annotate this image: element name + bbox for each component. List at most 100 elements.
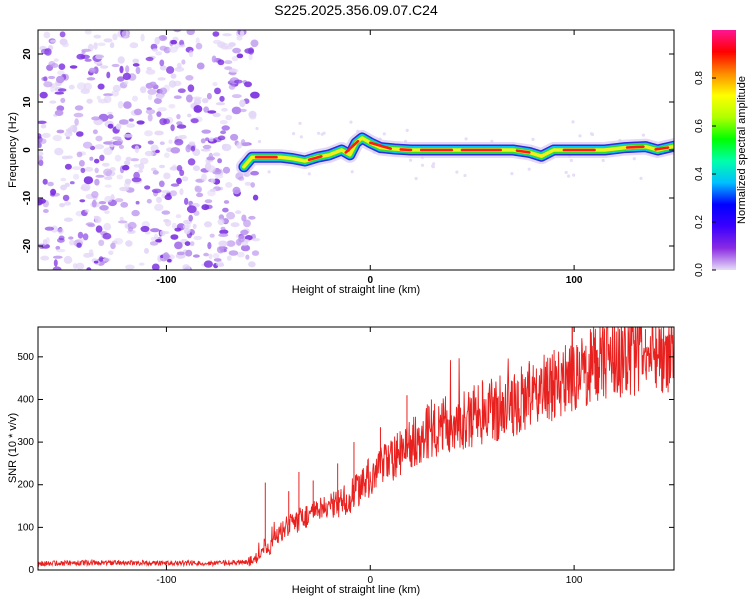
noise-blob [63,255,73,264]
x-tick-label: 0 [367,275,373,286]
noise-blob [179,169,185,176]
noise-blob [208,253,213,260]
noise-blob [206,92,212,100]
noise-blob [41,132,51,139]
noise-speck [257,139,262,144]
noise-blob [96,95,101,101]
noise-speck [292,132,296,136]
noise-blob [179,188,184,196]
noise-blob [159,65,167,71]
noise-blob [190,118,199,124]
noise-speck [382,132,386,136]
noise-blob [212,152,221,157]
noise-blob [128,118,134,122]
noise-blob [56,129,65,134]
noise-blob [93,260,99,264]
noise-blob [99,205,109,211]
noise-blob [133,108,143,116]
noise-blob [104,176,113,181]
noise-blob [43,81,53,88]
noise-blob [91,199,97,208]
noise-blob [194,185,202,193]
noise-blob [82,233,89,241]
snr-line [38,327,674,568]
noise-blob [161,190,171,194]
noise-blob [176,124,187,129]
noise-blob [186,30,195,36]
noise-blob [221,143,232,152]
noise-blob [243,219,251,228]
noise-speck [632,157,636,161]
noise-blob [53,259,58,267]
noise-speck [601,158,605,163]
noise-blob [226,240,236,247]
noise-blob [52,266,62,270]
noise-blob [145,69,156,75]
noise-blob [218,233,229,238]
noise-blob [111,63,120,68]
noise-speck [455,170,459,174]
noise-blob [117,56,125,64]
x-tick-label: 100 [566,275,583,286]
y-tick-label: 400 [17,394,34,405]
noise-blob [222,33,232,37]
noise-blob [94,167,99,174]
noise-blob [152,48,158,52]
x-tick-label: -100 [156,575,176,586]
noise-blob [212,81,218,87]
noise-blob [140,225,150,233]
noise-blob [89,252,94,257]
noise-blob [179,39,185,46]
noise-blob [135,200,140,205]
snr-x-label: Height of straight line (km) [292,584,420,596]
noise-blob [170,183,180,187]
noise-blob [134,145,140,153]
noise-blob [56,248,66,253]
noise-blob [248,53,253,61]
noise-blob [155,239,163,243]
noise-blob [154,203,164,211]
noise-blob [94,158,100,164]
noise-blob [189,241,195,247]
noise-blob [144,130,153,137]
noise-blob [151,263,160,270]
spectrogram-y-label: Frequency (Hz) [7,112,19,188]
noise-blob [103,168,113,177]
noise-blob [69,181,75,185]
ridge-peak [654,146,670,151]
noise-blob [166,66,175,74]
noise-blob [115,123,122,130]
noise-blob [99,154,105,161]
noise-blob [153,98,162,104]
noise-blob [241,214,247,222]
noise-blob [176,62,182,69]
noise-blob [83,252,92,258]
noise-blob [144,185,151,190]
noise-blob [78,160,85,167]
noise-blob [107,123,114,129]
noise-blob [207,110,217,114]
noise-blob [44,48,52,56]
noise-blob [43,209,49,213]
noise-blob [230,222,240,228]
noise-blob [179,134,187,140]
noise-blob [118,119,129,125]
noise-blob [249,113,257,120]
noise-blob [177,88,186,93]
y-tick-label: 0 [22,147,33,153]
noise-blob [232,47,242,54]
noise-blob [76,82,87,90]
noise-speck [641,133,646,137]
noise-blob [103,222,112,231]
noise-blob [132,95,138,102]
noise-blob [240,142,250,147]
noise-speck [350,170,354,174]
noise-blob [76,242,82,248]
noise-blob [97,98,108,104]
noise-blob [57,70,65,76]
colorbar-gradient [712,30,736,270]
noise-blob [169,190,177,197]
noise-blob [56,75,65,84]
y-tick-label: -10 [22,190,33,205]
